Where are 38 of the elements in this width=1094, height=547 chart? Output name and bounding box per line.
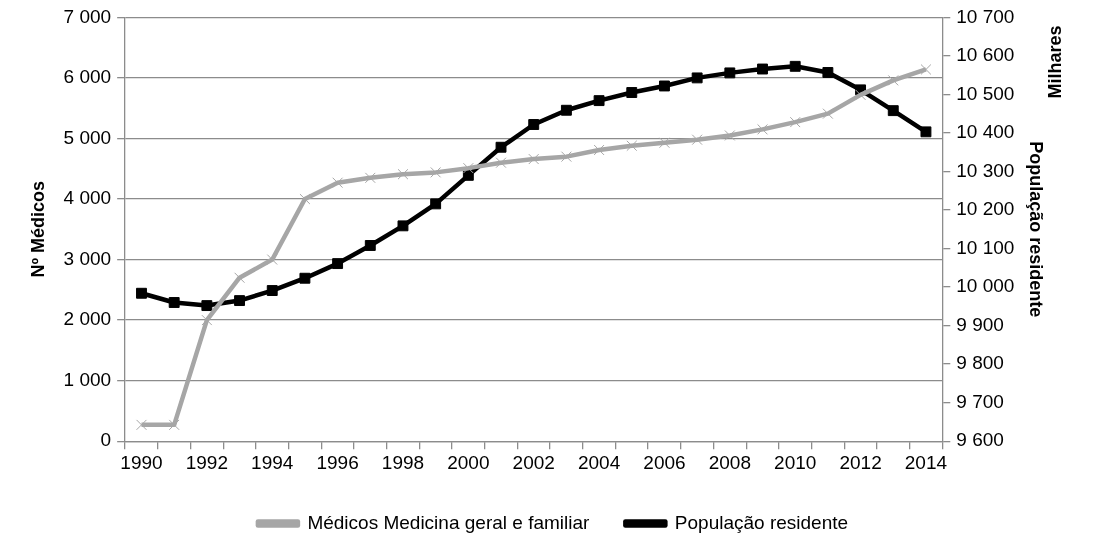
y2-tick-label: 10 000 — [956, 275, 1015, 297]
y2-tick-label: 10 700 — [956, 5, 1015, 27]
legend-label: População residente — [674, 511, 849, 533]
y-tick-label: 5 000 — [63, 126, 112, 148]
y2-tick-label: 9 600 — [956, 429, 1004, 451]
y2-tick-label: 10 200 — [956, 198, 1015, 220]
y2-tick-label: 10 600 — [956, 44, 1015, 66]
y-tick-label: 7 000 — [63, 5, 112, 27]
y2-tick-label: 9 700 — [956, 390, 1004, 412]
x-tick-label: 2000 — [447, 451, 490, 473]
y-tick-label: 6 000 — [63, 66, 112, 88]
x-tick-label: 2012 — [839, 451, 882, 473]
x-tick-label: 1992 — [185, 451, 228, 473]
x-tick-label: 2002 — [512, 451, 555, 473]
y-tick-label: 2 000 — [63, 308, 112, 330]
y2-axis-title: População residente — [1026, 141, 1047, 318]
y-axis-title: Nº Médicos — [27, 181, 48, 278]
y2-tick-label: 10 100 — [956, 236, 1015, 258]
y-tick-label: 0 — [100, 429, 112, 451]
x-tick-label: 2014 — [904, 451, 948, 473]
y2-tick-label: 9 900 — [956, 313, 1004, 335]
y2-tick-label: 10 300 — [956, 159, 1015, 181]
text: Milhares — [1044, 25, 1065, 99]
x-tick-label: 2006 — [643, 451, 686, 473]
y-tick-label: 4 000 — [63, 187, 112, 209]
x-tick-label: 1996 — [316, 451, 359, 473]
x-tick-label: 2004 — [577, 451, 621, 473]
y2-tick-label: 9 800 — [956, 352, 1004, 374]
y2-tick-label: 10 400 — [956, 121, 1015, 143]
legend-label: Médicos Medicina geral e familiar — [307, 511, 591, 533]
x-tick-label: 1990 — [120, 451, 163, 473]
y2-tick-label: 10 500 — [956, 82, 1015, 104]
x-tick-label: 2010 — [774, 451, 817, 473]
x-tick-label: 1998 — [381, 451, 425, 473]
y-tick-label: 3 000 — [63, 247, 112, 269]
x-tick-label: 1994 — [251, 451, 294, 473]
y-tick-label: 1 000 — [63, 368, 112, 390]
x-tick-label: 2008 — [708, 451, 751, 473]
